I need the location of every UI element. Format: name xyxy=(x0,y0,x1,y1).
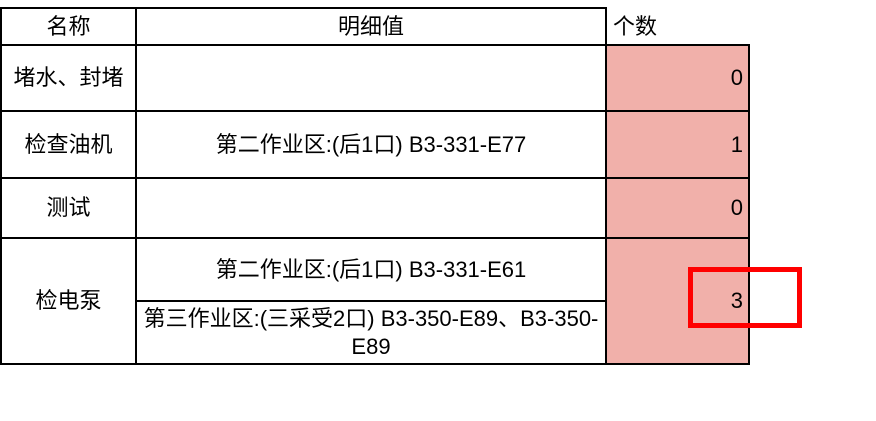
grid-line-top xyxy=(0,7,607,9)
header-name-label: 名称 xyxy=(46,13,91,39)
row2-detail-text: 第二作业区:(后1口) B3-331-E77 xyxy=(215,131,527,157)
red-highlight-rectangle xyxy=(688,267,802,328)
grid-line-row1-bottom xyxy=(0,110,750,112)
row3-name-label: 测试 xyxy=(46,195,91,220)
header-cell-name[interactable]: 名称 xyxy=(2,9,135,44)
name-cell-row1[interactable]: 堵水、封堵 xyxy=(2,46,135,110)
grid-line-row2-bottom xyxy=(0,177,750,179)
header-cell-count[interactable]: 个数 xyxy=(607,9,754,44)
row2-count-value: 1 xyxy=(730,131,743,157)
row1-count-value: 0 xyxy=(730,65,743,90)
grid-line-right xyxy=(748,44,750,365)
header-count-label: 个数 xyxy=(613,13,658,39)
row4-name-label: 检电泵 xyxy=(35,288,102,313)
row4-detail2-text: 第三作业区:(三采受2口) B3-350-E89、B3-350-E89 xyxy=(143,305,599,359)
grid-line-bottom xyxy=(0,363,750,365)
row4-detail1-text: 第二作业区:(后1口) B3-331-E61 xyxy=(215,256,527,282)
grid-line-col1-divider xyxy=(135,7,137,365)
row4-count-value: 3 xyxy=(730,288,743,313)
count-cell-row3[interactable]: 0 xyxy=(607,179,748,237)
detail-cell-row4-sub1[interactable]: 第二作业区:(后1口) B3-331-E61 xyxy=(137,239,605,300)
count-cell-row4[interactable]: 3 xyxy=(607,239,748,363)
detail-cell-row4-sub2[interactable]: 第三作业区:(三采受2口) B3-350-E89、B3-350-E89 xyxy=(137,302,605,363)
header-cell-detail[interactable]: 明细值 xyxy=(137,9,605,44)
count-cell-row2[interactable]: 1 xyxy=(607,112,748,177)
row3-count-value: 0 xyxy=(730,195,743,220)
name-cell-row4[interactable]: 检电泵 xyxy=(2,239,135,363)
row2-name-label: 检查油机 xyxy=(24,131,113,157)
grid-line-row3-bottom xyxy=(0,237,750,239)
grid-line-header-bottom xyxy=(0,44,750,46)
row1-name-label: 堵水、封堵 xyxy=(13,65,124,90)
name-cell-row2[interactable]: 检查油机 xyxy=(2,112,135,177)
grid-line-col2-divider xyxy=(605,7,607,365)
detail-cell-row1[interactable] xyxy=(137,46,605,110)
grid-line-left xyxy=(0,7,2,365)
name-cell-row3[interactable]: 测试 xyxy=(2,179,135,237)
count-column-fill xyxy=(607,46,748,363)
detail-cell-row2[interactable]: 第二作业区:(后1口) B3-331-E77 xyxy=(137,112,605,177)
header-detail-label: 明细值 xyxy=(337,13,404,39)
detail-cell-row3[interactable] xyxy=(137,179,605,237)
count-cell-row1[interactable]: 0 xyxy=(607,46,748,110)
grid-line-subrow-divider xyxy=(135,300,607,302)
